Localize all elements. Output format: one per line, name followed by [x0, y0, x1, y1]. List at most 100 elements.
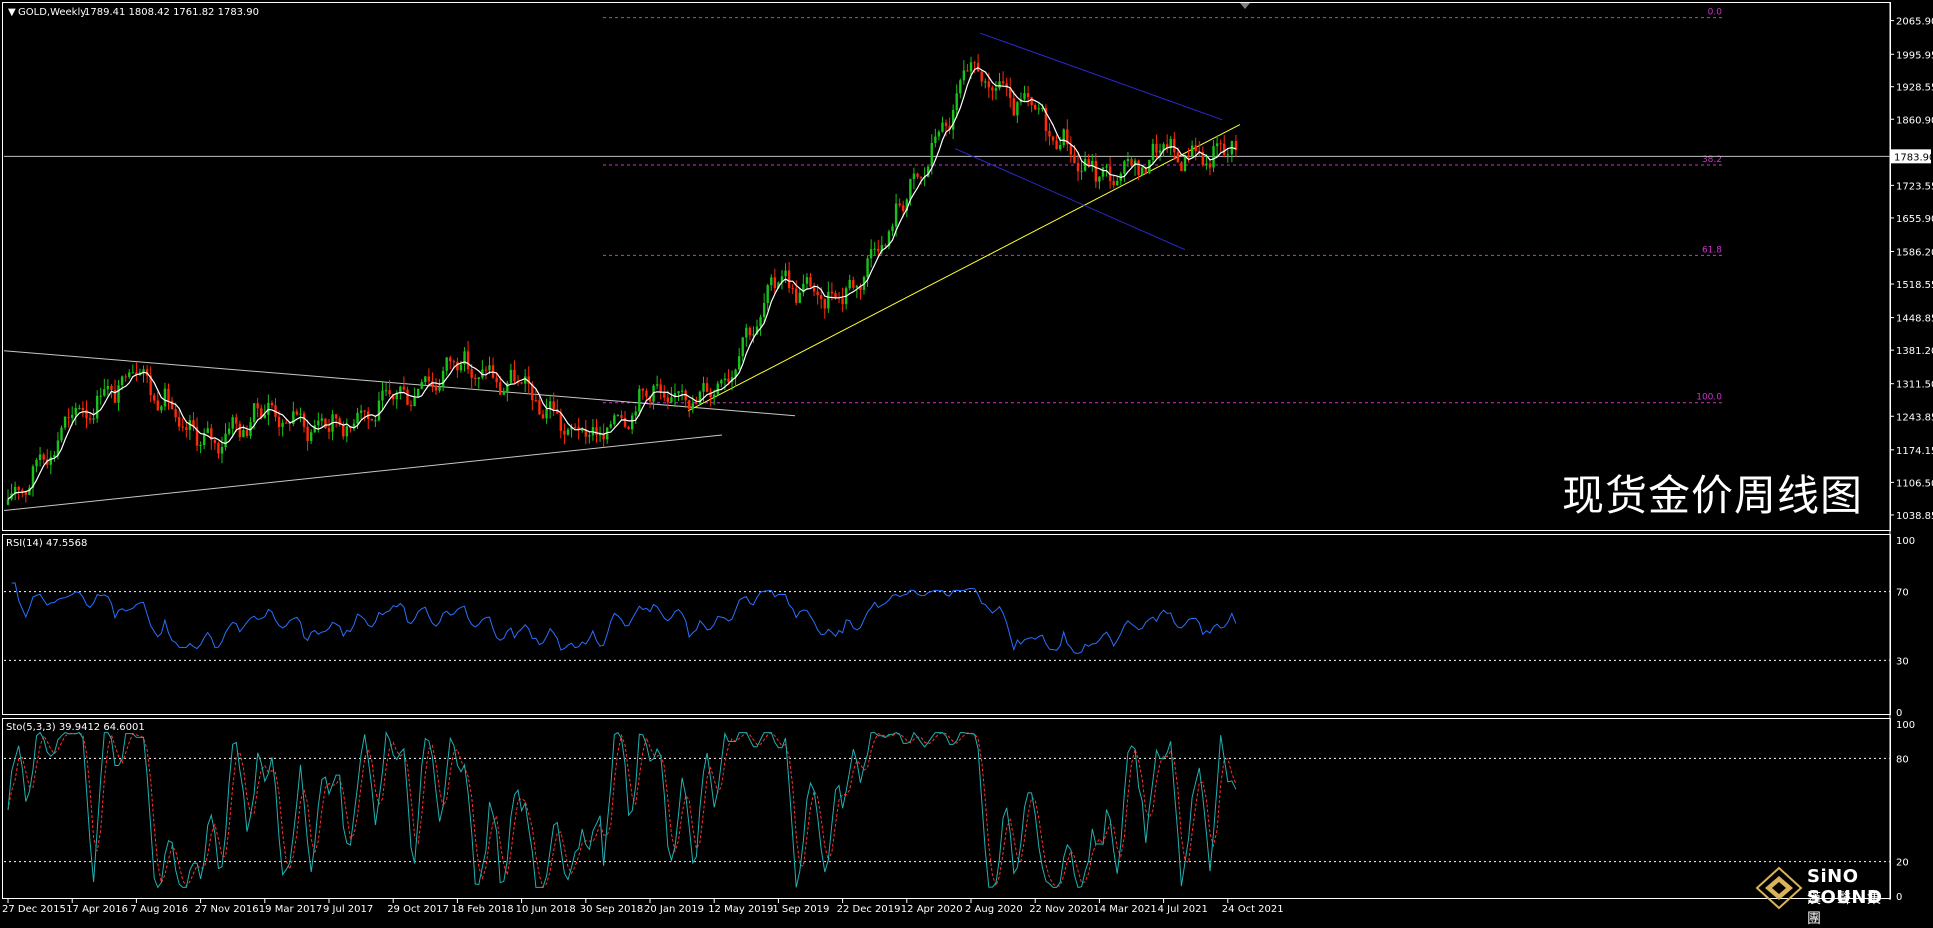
candle-body [666, 397, 670, 403]
date-axis-label: 14 Mar 2021 [1093, 904, 1156, 915]
candle-body [1169, 138, 1172, 149]
candle-body [220, 446, 224, 454]
candle-body [488, 365, 491, 371]
candle-body [384, 390, 388, 392]
candle-body [545, 409, 548, 419]
candle-body [463, 351, 466, 365]
candle-body [356, 412, 359, 424]
trend-lines[interactable] [3, 32, 1241, 512]
candle-body [1133, 160, 1137, 166]
candle-body [1001, 81, 1005, 84]
candle-body [470, 369, 473, 378]
candle-body [1190, 145, 1194, 157]
current-price-tag: 1783.90 [1891, 149, 1933, 164]
candle-body [745, 327, 748, 338]
price-axis-label: 1518.55 [1896, 280, 1933, 291]
candle-body [534, 400, 538, 402]
candle-body [634, 411, 637, 416]
candle-body [1055, 140, 1058, 150]
stochastic-main-line [7, 730, 1237, 889]
date-axis-label: 17 Apr 2016 [66, 904, 128, 915]
svg-text:1783.90: 1783.90 [1894, 152, 1933, 163]
candle-body [713, 394, 716, 398]
candle-body [477, 377, 480, 379]
candle-body [324, 418, 327, 429]
candle-body [338, 418, 341, 425]
candle-body [859, 285, 862, 290]
candle-body [1165, 144, 1169, 149]
rsi-level-label: 0 [1896, 708, 1902, 719]
candle-body [898, 203, 901, 206]
shift-marker-icon[interactable] [1240, 3, 1250, 9]
candle-body [142, 369, 145, 373]
candle-body [192, 420, 195, 428]
candle-body [206, 428, 209, 434]
candle-body [302, 413, 306, 427]
candle-body [884, 245, 887, 247]
ohlc-readout: 1789.41 1808.42 1761.82 1783.90 [84, 7, 259, 18]
candle-body [135, 372, 138, 376]
candle-body [213, 439, 217, 444]
candle-body [377, 400, 381, 421]
candle-body [891, 226, 894, 232]
candle-body [160, 406, 163, 411]
candle-body [313, 425, 316, 433]
candle-body [1173, 138, 1176, 153]
candle-body [991, 87, 994, 91]
support-trend-line[interactable] [3, 434, 723, 512]
candle-body [78, 407, 81, 409]
candle-body [1094, 160, 1098, 182]
candle-body [616, 415, 620, 417]
date-axis-label: 1 Sep 2019 [772, 904, 829, 915]
resistance-trend-line[interactable] [3, 350, 796, 417]
candle-body [231, 417, 234, 429]
candle-body [217, 443, 220, 454]
candle-body [42, 454, 45, 460]
price-axis-label: 1106.50 [1896, 478, 1933, 489]
candle-body [1123, 161, 1126, 174]
candle-body [773, 277, 777, 289]
date-axis-label: 27 Dec 2015 [2, 904, 66, 915]
candle-body [1101, 167, 1105, 177]
candle-body [285, 422, 288, 424]
fib-level-label: 0.0 [1708, 8, 1723, 18]
candle-body [973, 62, 976, 64]
rising-trend-line[interactable] [687, 124, 1241, 412]
candle-body [716, 383, 719, 395]
candle-body [1080, 170, 1083, 172]
candle-body [762, 303, 766, 318]
candle-body [1158, 150, 1162, 153]
candle-body [281, 422, 284, 427]
candle-body [106, 385, 110, 390]
candle-body [905, 199, 908, 211]
candle-body [317, 420, 320, 426]
candle-body [919, 176, 923, 178]
channel-lower-line[interactable] [954, 148, 1186, 251]
candle-body [877, 248, 880, 252]
candle-body [737, 356, 741, 370]
candle-body [445, 357, 448, 371]
dropdown-arrow-icon[interactable]: ▼ [8, 7, 16, 18]
candle-body [270, 402, 274, 406]
candle-body [930, 142, 933, 167]
channel-upper-line[interactable] [979, 32, 1223, 121]
candle-body [459, 364, 463, 371]
candle-body [734, 369, 737, 378]
candle-body [31, 466, 35, 488]
candle-body [120, 376, 124, 386]
candle-body [46, 459, 49, 465]
candle-body [456, 361, 459, 371]
candle-body [695, 403, 698, 405]
candle-body [987, 81, 991, 88]
candle-body [334, 414, 338, 419]
stochastic-level-label: 100 [1896, 720, 1915, 731]
candle-body [709, 391, 712, 398]
candle-body [552, 401, 555, 410]
candle-body [602, 433, 605, 440]
candle-body [577, 427, 580, 430]
candle-body [588, 435, 591, 437]
rsi-level-label: 30 [1896, 656, 1909, 667]
candle-body [345, 426, 349, 437]
price-axis-label: 1723.55 [1896, 181, 1933, 192]
